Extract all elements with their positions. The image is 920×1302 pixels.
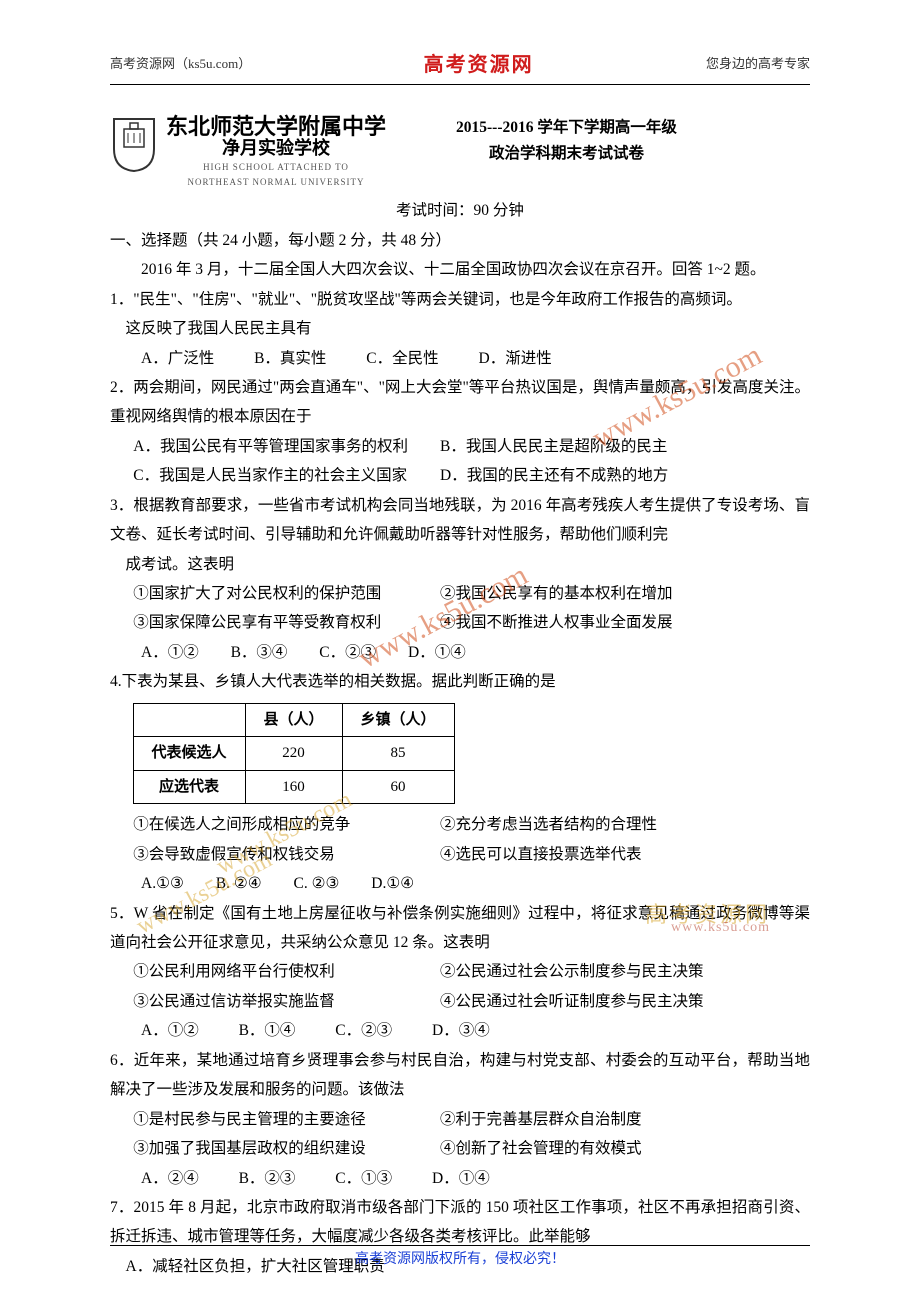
q1-opt-c: C．全民性 [366, 350, 438, 367]
q4-th-2: 乡镇（人） [342, 703, 454, 737]
q4-item1: ①在候选人之间形成相应的竞争 [110, 810, 440, 839]
q5-opt-b: B．①④ [239, 1022, 296, 1039]
q7-stem: 7．2015 年 8 月起，北京市政府取消市级各部门下派的 150 项社区工作事… [110, 1193, 810, 1252]
q4-th-0 [133, 703, 245, 737]
q3-item2: ②我国公民享有的基本权利在增加 [440, 579, 810, 608]
q1-stem: 1．"民生"、"住房"、"就业"、"脱贫攻坚战"等两会关键词，也是今年政府工作报… [110, 285, 810, 314]
q2-opt-d: D．我国的民主还有不成熟的地方 [440, 461, 810, 490]
exam-title-2: 政治学科期末考试试卷 [456, 141, 677, 167]
q3-opt-a: A．①② [141, 644, 199, 661]
school-crest-icon [110, 115, 158, 173]
q5-opt-a: A．①② [141, 1022, 199, 1039]
q5-item4: ④公民通过社会听证制度参与民主决策 [440, 987, 810, 1016]
q5-item2: ②公民通过社会公示制度参与民主决策 [440, 957, 810, 986]
q4-stem: 4.下表为某县、乡镇人大代表选举的相关数据。据此判断正确的是 [110, 667, 810, 696]
q1-sub: 这反映了我国人民民主具有 [110, 314, 810, 343]
q5-options: A．①② B．①④ C．②③ D．③④ [110, 1016, 810, 1045]
q4-r1c2: 85 [342, 737, 454, 771]
q6-item3: ③加强了我国基层政权的组织建设 [110, 1134, 440, 1163]
q4-opt-d: D.①④ [371, 875, 414, 892]
q4-options: A.①③ B. ②④ C. ②③ D.①④ [110, 869, 810, 898]
footer-divider [110, 1245, 810, 1246]
q3-opt-d: D．①④ [408, 644, 466, 661]
q4-r1c1: 220 [245, 737, 342, 771]
document-body: 东北师范大学附属中学 净月实验学校 HIGH SCHOOL ATTACHED T… [0, 85, 920, 1281]
q4-r2c0: 应选代表 [133, 770, 245, 804]
q6-stem: 6．近年来，某地通过培育乡贤理事会参与村民自治，构建与村党支部、村委会的互动平台… [110, 1046, 810, 1105]
q1-options: A．广泛性 B．真实性 C．全民性 D．渐进性 [110, 344, 810, 373]
q3-item4: ④我国不断推进人权事业全面发展 [440, 608, 810, 637]
q3-item3: ③国家保障公民享有平等受教育权利 [110, 608, 440, 637]
q4-opt-a: A.①③ [141, 875, 184, 892]
exam-title-1: 2015---2016 学年下学期高一年级 [456, 115, 677, 141]
q3-item1: ①国家扩大了对公民权利的保护范围 [110, 579, 440, 608]
footer-text: 高考资源网版权所有，侵权必究！ [0, 1248, 920, 1268]
header-left: 高考资源网（ks5u.com） [110, 53, 251, 72]
q3-stem: 3．根据教育部要求，一些省市考试机构会同当地残联，为 2016 年高考残疾人考生… [110, 491, 810, 550]
q4-r1c0: 代表候选人 [133, 737, 245, 771]
q2-stem: 2．两会期间，网民通过"两会直通车"、"网上大会堂"等平台热议国是，舆情声量颇高… [110, 373, 810, 432]
exam-time: 考试时间：90 分钟 [110, 196, 810, 225]
q4-opt-b: B. ②④ [216, 875, 262, 892]
school-name-main: 东北师范大学附属中学 [166, 115, 386, 139]
q6-opt-a: A．②④ [141, 1170, 199, 1187]
q5-opt-d: D．③④ [432, 1022, 490, 1039]
q4-r2c1: 160 [245, 770, 342, 804]
q2-opt-b: B．我国人民民主是超阶级的民主 [440, 432, 810, 461]
school-name-en1: HIGH SCHOOL ATTACHED TO [166, 162, 386, 174]
q5-opt-c: C．②③ [335, 1022, 392, 1039]
q3-options: A．①② B．③④ C．②③ D．①④ [110, 638, 810, 667]
q6-opt-c: C．①③ [335, 1170, 392, 1187]
q6-item1: ①是村民参与民主管理的主要途径 [110, 1105, 440, 1134]
school-name-en2: NORTHEAST NORMAL UNIVERSITY [166, 177, 386, 189]
q4-table: 县（人） 乡镇（人） 代表候选人 220 85 应选代表 160 60 [133, 703, 455, 805]
school-logo-block: 东北师范大学附属中学 净月实验学校 HIGH SCHOOL ATTACHED T… [110, 115, 386, 188]
q4-th-1: 县（人） [245, 703, 342, 737]
q3-stem2: 成考试。这表明 [110, 550, 810, 579]
q6-item4: ④创新了社会管理的有效模式 [440, 1134, 810, 1163]
q5-stem: 5．W 省在制定《国有土地上房屋征收与补偿条例实施细则》过程中，将征求意见稿通过… [110, 899, 810, 958]
q5-item1: ①公民利用网络平台行使权利 [110, 957, 440, 986]
q3-opt-c: C．②③ [319, 644, 376, 661]
q2-opt-c: C．我国是人民当家作主的社会主义国家 [110, 461, 440, 490]
q6-item2: ②利于完善基层群众自治制度 [440, 1105, 810, 1134]
q4-item2: ②充分考虑当选者结构的合理性 [440, 810, 810, 839]
section-1-heading: 一、选择题（共 24 小题，每小题 2 分，共 48 分） [110, 226, 810, 255]
q4-item4: ④选民可以直接投票选举代表 [440, 840, 810, 869]
header-right: 您身边的高考专家 [706, 53, 810, 72]
q3-opt-b: B．③④ [231, 644, 288, 661]
q2-opt-a: A．我国公民有平等管理国家事务的权利 [110, 432, 440, 461]
q6-opt-b: B．②③ [239, 1170, 296, 1187]
q4-item3: ③会导致虚假宣传和权钱交易 [110, 840, 440, 869]
q5-item3: ③公民通过信访举报实施监督 [110, 987, 440, 1016]
q6-options: A．②④ B．②③ C．①③ D．①④ [110, 1164, 810, 1193]
header-center: 高考资源网 [424, 48, 534, 77]
q4-r2c2: 60 [342, 770, 454, 804]
q1-opt-a: A．广泛性 [141, 350, 214, 367]
q6-opt-d: D．①④ [432, 1170, 490, 1187]
q4-opt-c: C. ②③ [294, 875, 340, 892]
school-name-sub: 净月实验学校 [166, 139, 386, 159]
q1-opt-d: D．渐进性 [479, 350, 552, 367]
q1-2-intro: 2016 年 3 月，十二届全国人大四次会议、十二届全国政协四次会议在京召开。回… [110, 255, 810, 284]
q1-opt-b: B．真实性 [254, 350, 326, 367]
